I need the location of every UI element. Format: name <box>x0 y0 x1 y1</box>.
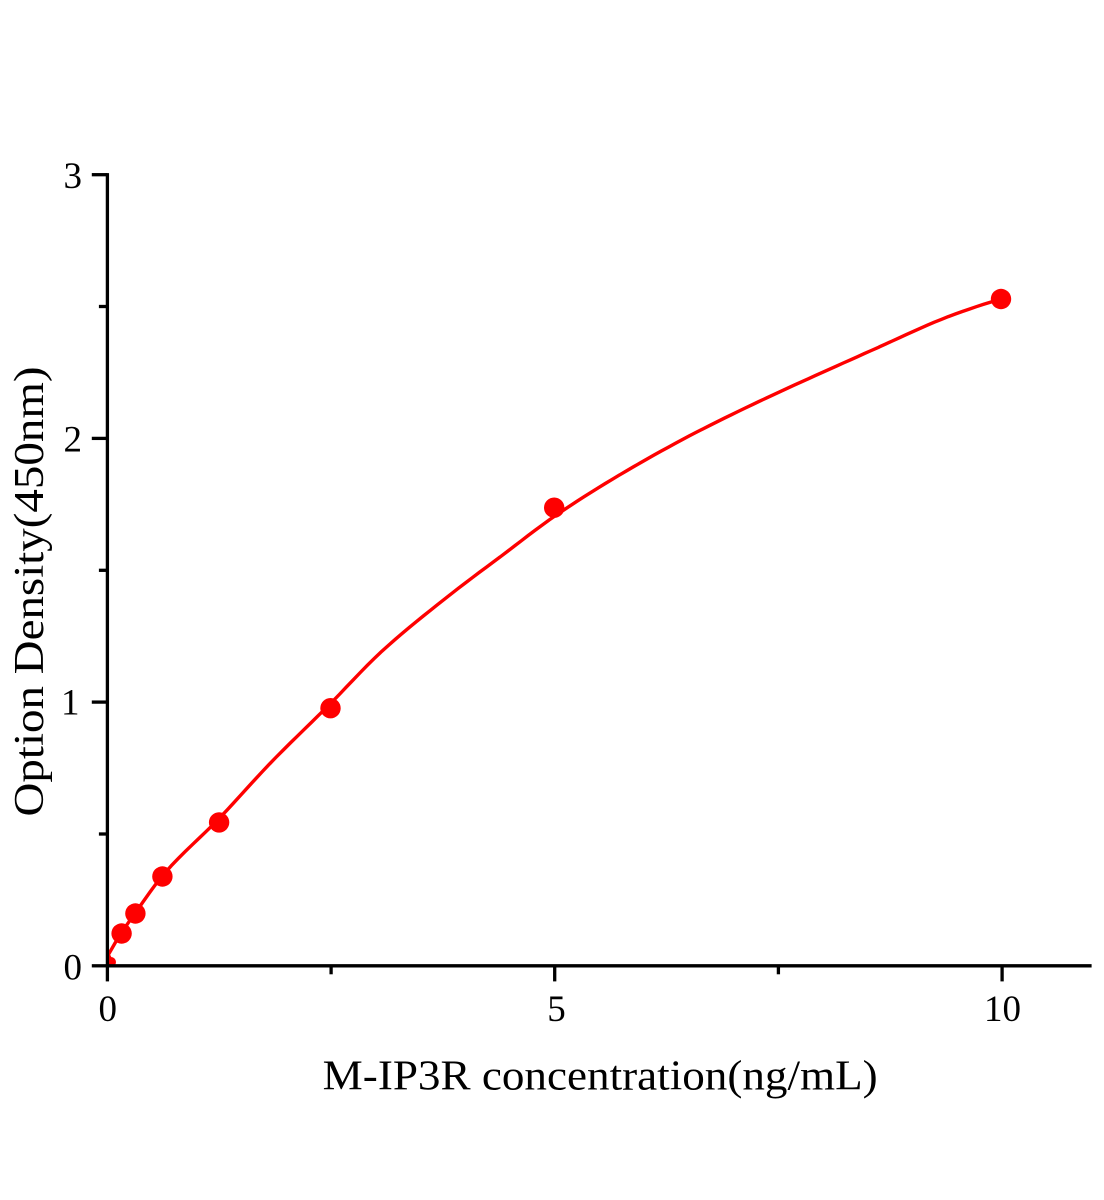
svg-text:0: 0 <box>64 947 83 988</box>
svg-text:5: 5 <box>547 989 566 1030</box>
svg-text:M-IP3R concentration(ng/mL): M-IP3R concentration(ng/mL) <box>323 1054 878 1100</box>
svg-text:3: 3 <box>64 156 83 197</box>
svg-text:10: 10 <box>984 989 1021 1030</box>
svg-text:1: 1 <box>61 683 80 724</box>
svg-text:Option Density(450nm): Option Density(450nm) <box>7 367 53 817</box>
svg-text:0: 0 <box>99 989 118 1030</box>
svg-text:2: 2 <box>64 420 83 461</box>
